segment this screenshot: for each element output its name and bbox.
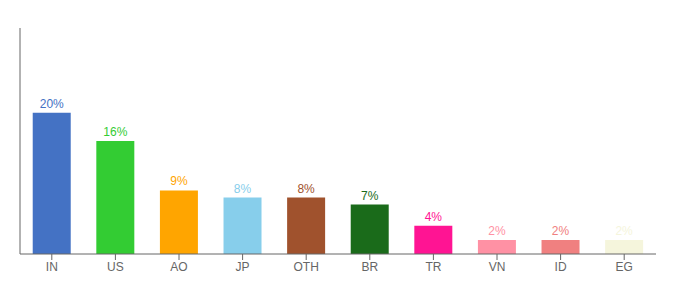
svg-text:ID: ID (555, 260, 567, 274)
svg-text:9%: 9% (170, 174, 188, 188)
svg-text:2%: 2% (552, 224, 570, 238)
svg-text:20%: 20% (40, 97, 64, 111)
svg-text:IN: IN (46, 260, 58, 274)
svg-text:US: US (107, 260, 124, 274)
svg-text:OTH: OTH (294, 260, 319, 274)
svg-text:8%: 8% (234, 182, 252, 196)
svg-text:8%: 8% (297, 182, 315, 196)
svg-text:7%: 7% (361, 189, 379, 203)
svg-text:TR: TR (425, 260, 441, 274)
svg-text:BR: BR (361, 260, 378, 274)
svg-text:2%: 2% (615, 224, 633, 238)
svg-text:2%: 2% (488, 224, 506, 238)
svg-text:16%: 16% (103, 125, 127, 139)
svg-text:VN: VN (489, 260, 506, 274)
svg-text:4%: 4% (425, 210, 443, 224)
svg-text:AO: AO (170, 260, 187, 274)
svg-text:EG: EG (616, 260, 633, 274)
svg-text:JP: JP (236, 260, 250, 274)
